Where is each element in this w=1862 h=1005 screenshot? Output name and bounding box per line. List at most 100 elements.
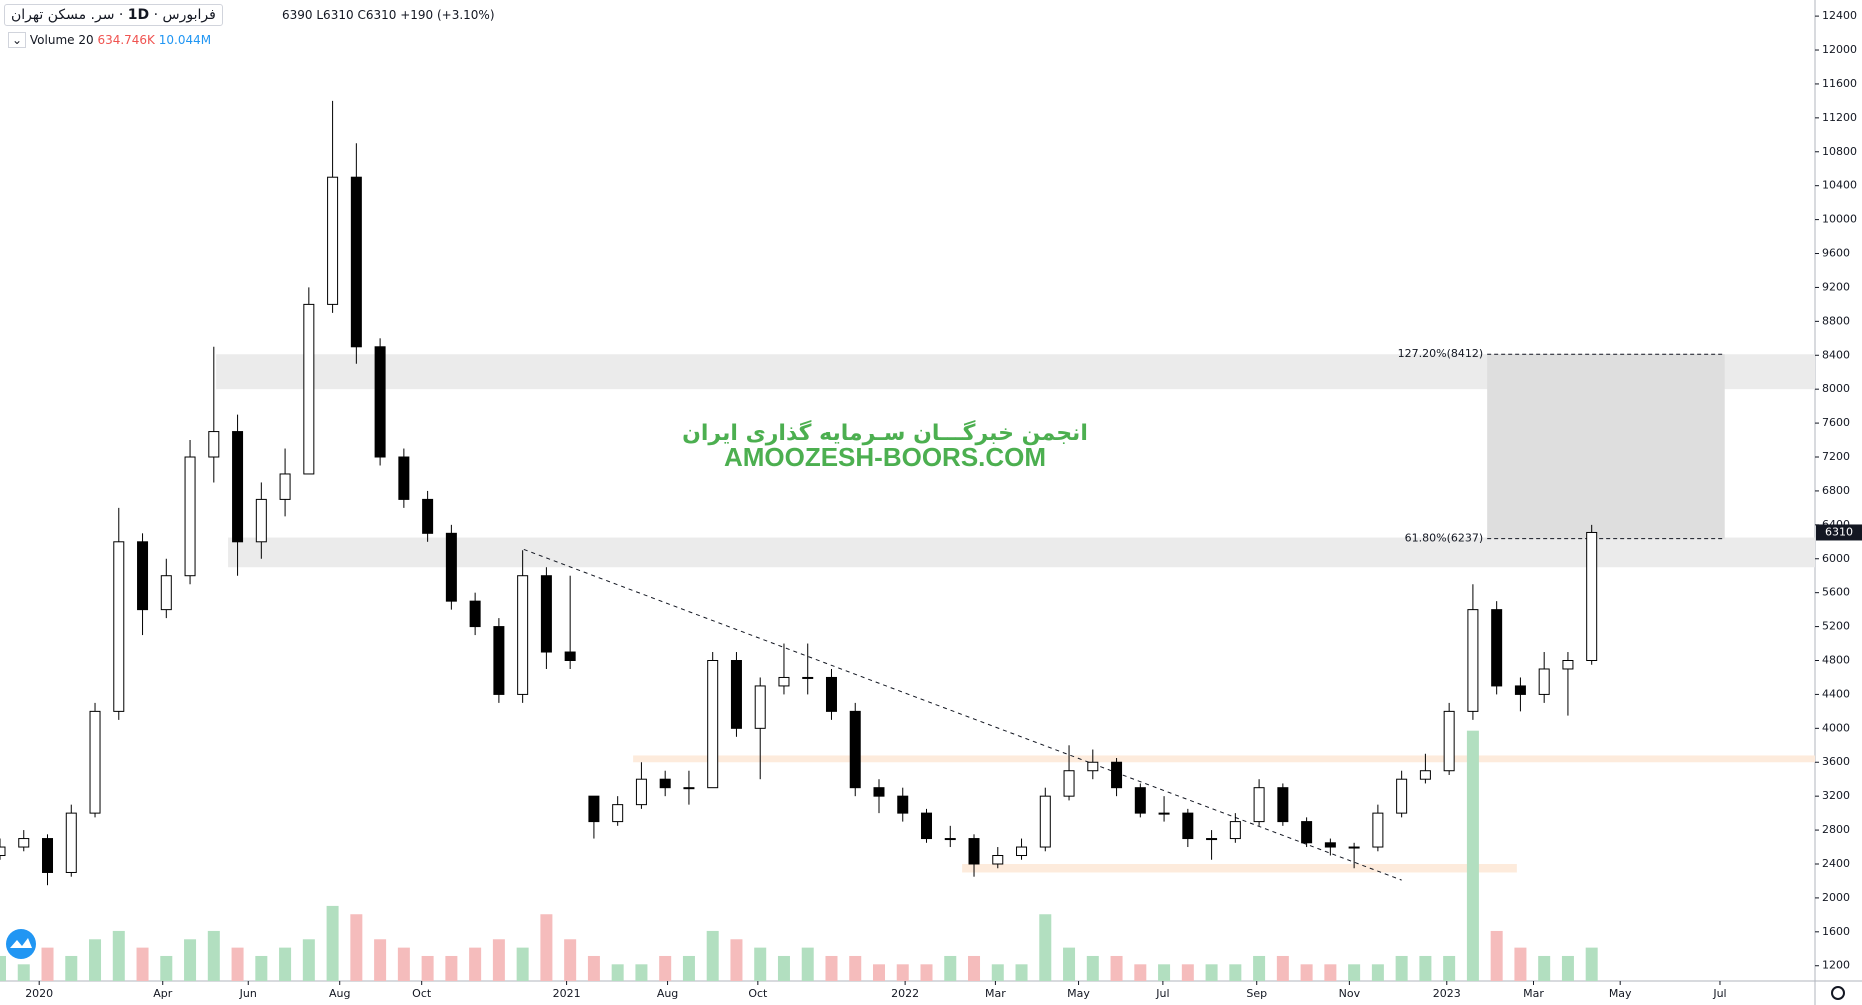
volume-bar [1443, 955, 1456, 981]
x-tick-label: Oct [412, 987, 432, 1000]
candle-body [1087, 761, 1099, 772]
y-tick-label: 3200 [1822, 789, 1850, 802]
candle-body [517, 575, 529, 695]
volume-bar [1181, 964, 1194, 981]
volume-bar [564, 939, 577, 981]
volume-name: Volume 20 [29, 33, 94, 47]
y-tick-label: 12400 [1822, 9, 1857, 22]
candle-body [1586, 531, 1598, 662]
candle-body [1562, 660, 1574, 670]
x-tick-label: Nov [1339, 987, 1361, 1000]
candle-body [374, 346, 386, 458]
zone [1487, 354, 1725, 539]
candle-body [42, 838, 54, 873]
y-tick-label: 9200 [1822, 280, 1850, 293]
x-tick-label: Mar [985, 987, 1006, 1000]
candle-body [683, 787, 695, 790]
volume-bar [1205, 964, 1218, 981]
ohlc: 6390 L6310 C6310 +190 (+3.10%) [282, 8, 495, 22]
candle-body [730, 660, 742, 729]
x-tick-label: 2020 [25, 987, 53, 1000]
candle-body [1396, 778, 1408, 814]
volume-bar [920, 964, 933, 981]
candle-body [1277, 787, 1289, 823]
y-tick-label: 9600 [1822, 247, 1850, 260]
volume-bar [706, 930, 719, 981]
candle-body [232, 431, 244, 543]
candle-body [659, 778, 671, 789]
y-tick-label: 10400 [1822, 179, 1857, 192]
y-tick-label: 7600 [1822, 416, 1850, 429]
y-tick-label: 2400 [1822, 857, 1850, 870]
volume-bar [1039, 914, 1052, 981]
logo[interactable] [6, 929, 36, 959]
volume-bar [17, 964, 30, 981]
settings-icon[interactable] [1831, 986, 1845, 1000]
volume-bar [754, 947, 767, 981]
drawings: 127.20%(8412) 61.80%(6237) [0, 100, 1815, 981]
ohlc-close: C6310 [357, 8, 397, 22]
zone [633, 755, 1815, 763]
volume-bar [89, 939, 102, 981]
y-tick-label: 8000 [1822, 382, 1850, 395]
volume-value: 634.746K [97, 33, 155, 47]
ohlc-low: L6310 [316, 8, 354, 22]
candle-body [1016, 846, 1028, 857]
volume-bar [1324, 964, 1337, 981]
volume-bar [1348, 964, 1361, 981]
candle-body [754, 685, 766, 729]
exchange: فرابورس [162, 7, 216, 23]
y-tick-label: 11600 [1822, 77, 1857, 90]
volume-bar [540, 914, 553, 981]
candle-body [208, 431, 220, 458]
candle-body [493, 626, 505, 695]
candle-body [1514, 685, 1526, 695]
y-tick-label: 4000 [1822, 721, 1850, 734]
x-tick-label: 2022 [891, 987, 919, 1000]
volume-bar [1086, 955, 1099, 981]
candle-body [1443, 710, 1455, 772]
y-tick-label: 2000 [1822, 891, 1850, 904]
candle-body [1372, 812, 1384, 848]
y-tick-label: 1200 [1822, 959, 1850, 972]
candle-body [1111, 761, 1123, 789]
symbol-box[interactable]: فرابورس · 1D · سر. مسکن تهران [4, 4, 223, 26]
candle-body [469, 600, 481, 628]
volume-bar [231, 947, 244, 981]
volume-bar [1419, 955, 1432, 981]
volume-bar [279, 947, 292, 981]
y-tick-label: 8800 [1822, 314, 1850, 327]
candle-body [897, 795, 909, 814]
volume-bar [1300, 964, 1313, 981]
volume-bar [896, 964, 909, 981]
y-tick-label: 3600 [1822, 755, 1850, 768]
candle-body [303, 303, 315, 475]
volume-bar [659, 955, 672, 981]
y-tick-label: 6000 [1822, 552, 1850, 565]
x-tick-label: Aug [329, 987, 350, 1000]
candle-body [1158, 812, 1170, 815]
volume-bar [611, 964, 624, 981]
volume-bar [302, 939, 315, 981]
volume-bar [65, 955, 78, 981]
volume-bar [326, 905, 339, 981]
candle-body [921, 812, 933, 840]
volume-bar [730, 939, 743, 981]
y-tick-label: 5600 [1822, 586, 1850, 599]
y-tick-label: 7200 [1822, 450, 1850, 463]
interval: 1D [127, 7, 150, 23]
candle-body [825, 676, 837, 712]
volume-bar [968, 955, 981, 981]
candle-body [279, 473, 291, 500]
candle-body [873, 787, 885, 797]
candle-body [635, 778, 647, 806]
volume-bar [944, 955, 957, 981]
y-tick-label: 4800 [1822, 654, 1850, 667]
collapse-button[interactable]: ⌄ [8, 32, 27, 48]
volume-bar [421, 955, 434, 981]
symbol: سر. مسکن تهران [11, 7, 115, 23]
candle-body [564, 651, 576, 662]
volume-bar [991, 964, 1004, 981]
